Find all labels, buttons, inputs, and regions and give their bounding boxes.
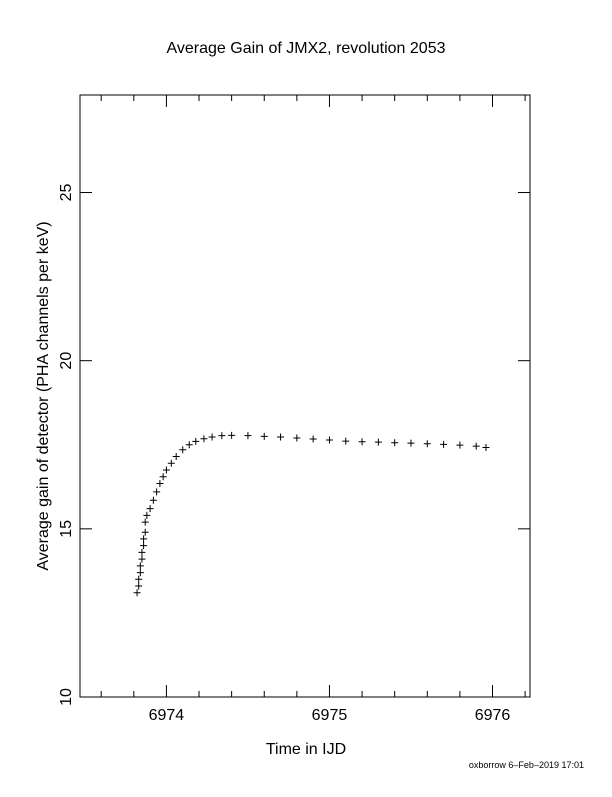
- point: [228, 431, 236, 439]
- point: [200, 435, 208, 443]
- point: [456, 441, 464, 449]
- point: [135, 575, 143, 583]
- x-axis-label: Time in IJD: [266, 741, 346, 758]
- point: [423, 440, 431, 448]
- y-tick-label: 20: [58, 352, 75, 370]
- point: [244, 432, 252, 440]
- point: [277, 433, 285, 441]
- point: [159, 473, 167, 481]
- plot-frame: [79, 94, 531, 698]
- point: [185, 441, 193, 449]
- point: [135, 582, 143, 590]
- y-tick-label: 25: [58, 184, 75, 202]
- point: [146, 505, 154, 513]
- point: [136, 562, 144, 570]
- point: [391, 439, 399, 447]
- point: [342, 437, 350, 445]
- point: [136, 569, 144, 577]
- point: [143, 511, 151, 519]
- point: [140, 542, 148, 550]
- point: [153, 488, 161, 496]
- point: [293, 434, 301, 442]
- point: [440, 440, 448, 448]
- point: [167, 459, 175, 467]
- chart-title: Average Gain of JMX2, revolution 2053: [167, 40, 446, 57]
- y-tick-label: 15: [58, 520, 75, 538]
- point: [309, 435, 317, 443]
- point: [149, 496, 157, 504]
- y-tick-label: 10: [58, 688, 75, 706]
- x-tick-label: 6976: [475, 707, 511, 724]
- point: [138, 548, 146, 556]
- point: [482, 443, 490, 451]
- point: [192, 437, 200, 445]
- y-axis-label: Average gain of detector (PHA channels p…: [35, 221, 52, 570]
- point: [218, 432, 226, 440]
- point: [138, 555, 146, 563]
- point: [133, 589, 141, 597]
- point: [141, 528, 149, 536]
- point: [358, 438, 366, 446]
- point: [140, 535, 148, 543]
- x-tick-label: 6975: [312, 707, 348, 724]
- footer: oxborrow 6–Feb–2019 17:01: [469, 760, 584, 770]
- point: [208, 433, 216, 441]
- point: [472, 442, 480, 450]
- point: [162, 466, 170, 474]
- point: [141, 518, 149, 526]
- point: [179, 446, 187, 454]
- point: [172, 453, 180, 461]
- x-tick-label: 6974: [149, 707, 185, 724]
- point: [407, 439, 415, 447]
- point: [374, 438, 382, 446]
- point: [156, 479, 164, 487]
- point: [325, 436, 333, 444]
- point: [260, 432, 268, 440]
